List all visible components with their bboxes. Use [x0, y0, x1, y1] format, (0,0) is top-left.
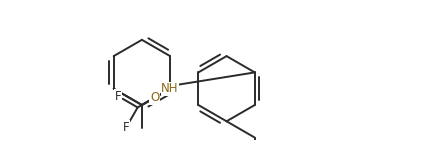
Text: F: F: [115, 90, 121, 103]
Text: F: F: [123, 121, 130, 134]
Text: NH: NH: [162, 82, 179, 95]
Text: O: O: [150, 91, 159, 104]
